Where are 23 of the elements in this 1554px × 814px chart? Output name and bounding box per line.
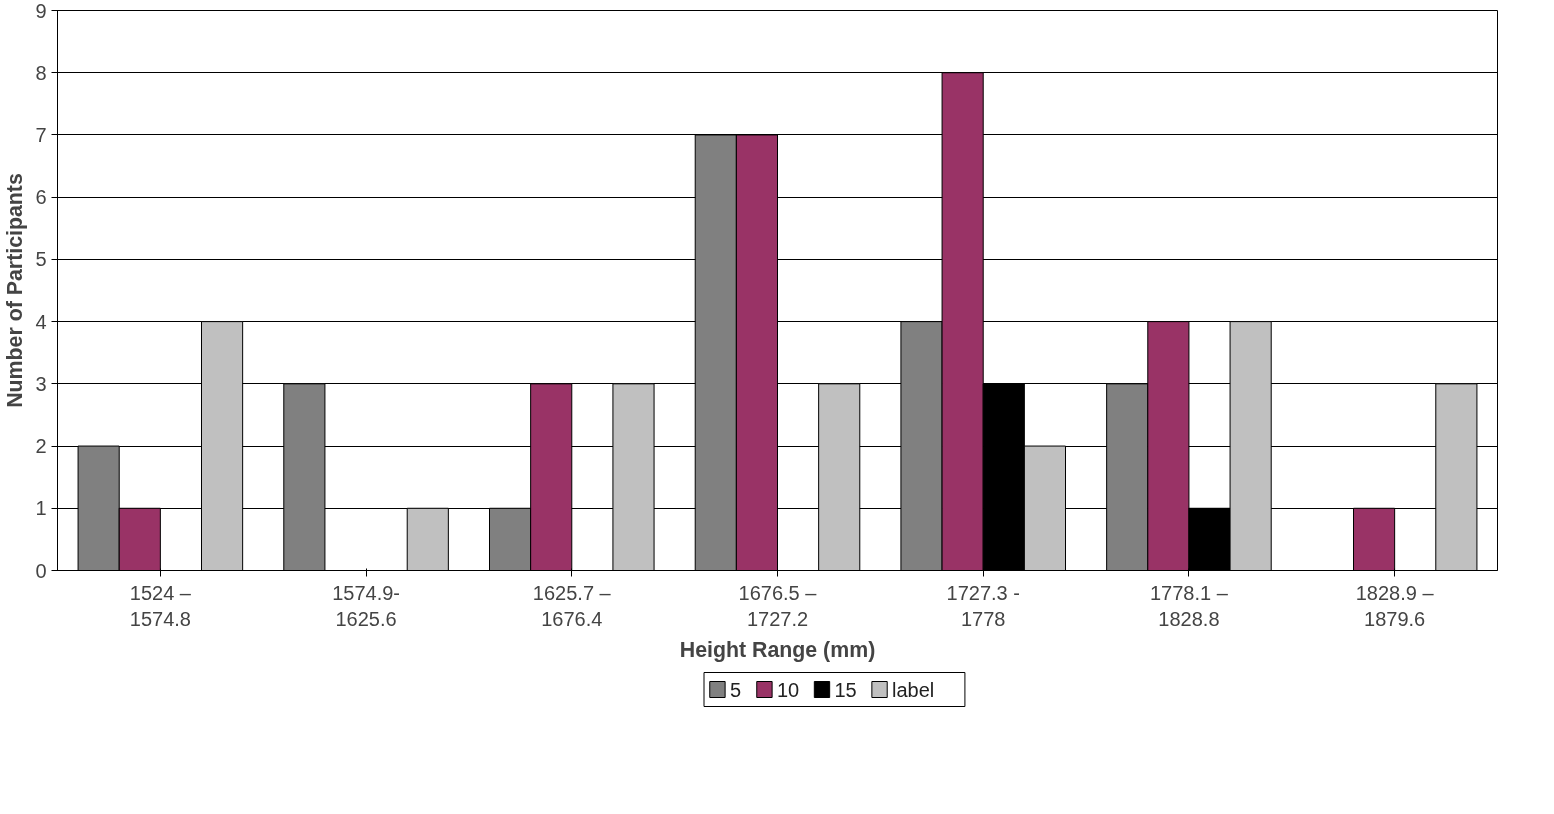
- legend-label: 15: [834, 678, 857, 701]
- y-tick-label: 7: [35, 123, 47, 146]
- y-tick-label: 3: [35, 372, 47, 395]
- y-tick-label: 8: [35, 61, 47, 84]
- x-tick-label: 1625.7 – 1676.4: [532, 581, 612, 630]
- y-tick-label: 4: [35, 310, 47, 333]
- legend-label: label: [892, 678, 935, 701]
- x-axis-title: Height Range (mm): [679, 637, 876, 662]
- y-tick-label: 2: [35, 435, 47, 458]
- legend-label: 10: [776, 678, 800, 701]
- y-tick-label: 6: [35, 186, 47, 209]
- x-tick-label: 1524 – 1574.8: [129, 581, 192, 630]
- x-tick-label: 1828.9 – 1879.6: [1355, 581, 1435, 630]
- legend-label: 5: [729, 678, 742, 701]
- x-tick-label: 1676.5 – 1727.2: [738, 581, 818, 630]
- x-tick-label: 1727.3 - 1778: [946, 581, 1020, 630]
- y-tick-label: 9: [35, 0, 47, 22]
- y-tick-label: 1: [35, 497, 47, 520]
- y-tick-label: 0: [35, 559, 47, 582]
- x-tick-label: 1778.1 – 1828.8: [1150, 581, 1229, 630]
- x-tick-label: 1574.9- 1625.6: [332, 581, 400, 630]
- y-tick-label: 5: [35, 248, 47, 271]
- y-axis-title: Number of Participants: [3, 173, 28, 408]
